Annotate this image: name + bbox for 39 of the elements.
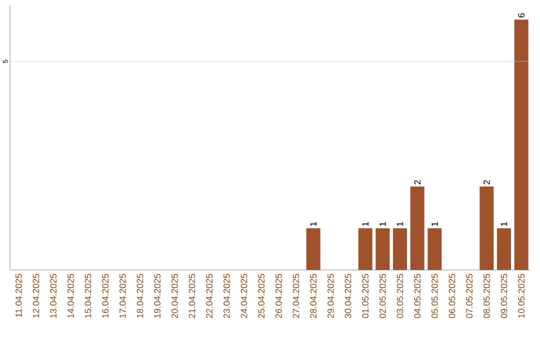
data-label: 2 bbox=[484, 180, 490, 184]
x-tick-label: 14.04.2025 bbox=[67, 274, 74, 318]
data-label: 6 bbox=[518, 13, 525, 18]
x-tick-label: 18.04.2025 bbox=[136, 274, 144, 318]
x-tick-label: 30.04.2025 bbox=[344, 274, 352, 318]
x-tick-label: 06.05.2025 bbox=[448, 274, 456, 318]
x-tick-label: 11.04.2025 bbox=[15, 274, 22, 318]
data-label: 1 bbox=[380, 222, 386, 226]
x-tick-label: 10.05.2025 bbox=[518, 274, 525, 318]
x-tick-label: 02.05.2025 bbox=[379, 274, 386, 318]
x-tick-label: 12.04.2025 bbox=[32, 274, 40, 318]
x-tick-label: 15.04.2025 bbox=[84, 274, 92, 318]
x-tick-label: 27.04.2025 bbox=[292, 274, 300, 318]
x-tick-label: 28.04.2025 bbox=[310, 274, 317, 318]
x-tick-label: 29.04.2025 bbox=[327, 274, 334, 318]
x-tick-label: 01.05.2025 bbox=[362, 274, 369, 318]
data-label: 1 bbox=[362, 222, 368, 226]
x-tick-label: 16.04.2025 bbox=[102, 274, 109, 318]
x-tick-label: 04.05.2025 bbox=[414, 274, 421, 318]
x-tick-label: 26.04.2025 bbox=[275, 274, 282, 318]
x-tick-label: 24.04.2025 bbox=[240, 274, 248, 318]
data-label: 1 bbox=[432, 222, 438, 226]
x-tick-label: 22.04.2025 bbox=[206, 274, 213, 318]
x-tick-label: 25.04.2025 bbox=[258, 274, 265, 318]
x-tick-label: 09.05.2025 bbox=[500, 274, 508, 318]
x-tick-label: 08.05.2025 bbox=[483, 274, 490, 318]
x-tick-label: 05.05.2025 bbox=[431, 274, 438, 318]
x-tick-label: 20.04.2025 bbox=[171, 274, 178, 318]
x-tick-label: 21.04.2025 bbox=[188, 274, 196, 318]
x-tick-label: 13.04.2025 bbox=[50, 274, 57, 318]
data-label: 2 bbox=[414, 180, 420, 184]
data-label: 1 bbox=[310, 222, 316, 226]
data-label: 1 bbox=[396, 222, 404, 226]
x-tick-label: 23.04.2025 bbox=[223, 274, 230, 318]
x-tick-label: 17.04.2025 bbox=[119, 274, 126, 318]
x-tick-label: 03.05.2025 bbox=[396, 274, 404, 318]
data-label: 1 bbox=[500, 222, 508, 226]
x-tick-label: 19.04.2025 bbox=[154, 274, 161, 318]
x-tick-label: 07.05.2025 bbox=[466, 274, 473, 318]
